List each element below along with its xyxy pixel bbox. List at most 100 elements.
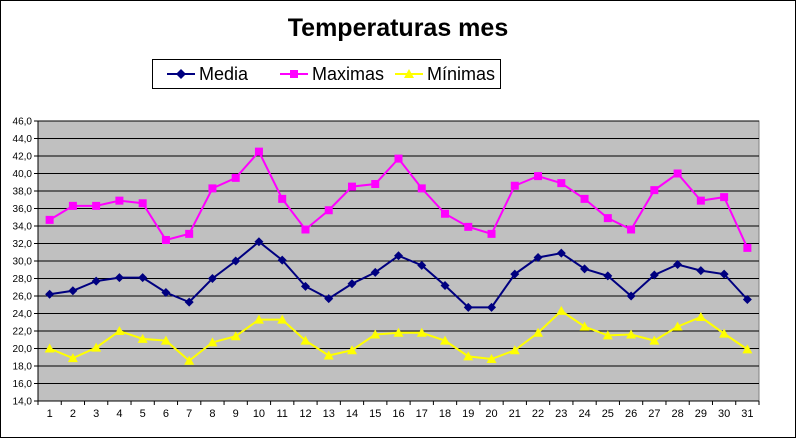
data-point-minimas [579,321,590,331]
data-point-media [626,291,636,301]
x-tick-label: 1 [47,408,53,420]
data-point-minimas [602,330,613,340]
data-point-maximas [394,154,403,163]
x-tick-label: 17 [416,408,428,420]
data-point-maximas [510,181,519,190]
y-tick-label: 22,0 [13,327,33,338]
legend-item-maximas: Maximas [278,60,384,88]
data-point-media [603,271,613,281]
data-point-maximas [45,215,54,224]
x-tick-label: 27 [648,408,660,420]
x-tick-label: 14 [346,408,358,420]
data-point-media [394,251,403,261]
data-point-minimas [416,327,427,337]
data-point-media [300,281,310,291]
x-tick-label: 20 [485,408,497,420]
data-point-media [207,274,217,283]
x-tick-label: 26 [625,408,637,420]
data-point-media [487,302,497,312]
x-tick-label: 12 [299,408,311,420]
data-point-maximas [720,193,729,202]
data-point-maximas [627,225,636,234]
data-point-minimas [230,331,241,341]
data-point-maximas [115,196,124,205]
x-tick-label: 16 [392,408,404,420]
data-point-media [347,279,357,289]
data-point-maximas [208,184,217,193]
data-point-maximas [557,179,566,188]
data-point-minimas [533,327,544,337]
data-point-maximas [603,214,612,223]
data-point-media [324,294,334,304]
legend-item-media: Media [165,60,248,88]
x-tick-label: 4 [116,408,122,420]
legend-item-minimas: Mínimas [393,60,495,88]
data-point-maximas [464,222,473,231]
data-point-maximas [696,196,705,205]
data-point-maximas [650,186,659,195]
y-tick-label: 36,0 [13,204,33,215]
y-tick-label: 32,0 [13,239,33,250]
data-point-minimas [486,354,497,363]
data-point-media [277,255,287,265]
data-point-minimas [556,305,567,315]
data-point-minimas [440,335,451,345]
data-point-minimas [695,312,706,321]
data-point-minimas [184,355,195,365]
data-point-minimas [509,345,520,355]
data-point-maximas [580,194,589,203]
y-tick-label: 42,0 [13,152,33,163]
data-point-media [184,297,194,307]
y-tick-label: 28,0 [13,274,33,285]
data-point-minimas [626,329,637,339]
data-point-minimas [719,328,730,338]
data-point-minimas [207,337,218,347]
x-tick-label: 15 [369,408,381,420]
data-point-maximas [673,169,682,178]
data-point-maximas [68,201,77,210]
data-point-maximas [743,243,752,252]
data-point-media [463,302,473,312]
x-tick-label: 21 [509,408,521,420]
y-tick-label: 38,0 [13,187,33,198]
x-tick-label: 8 [209,408,215,420]
x-tick-label: 31 [741,408,753,420]
data-point-media [510,269,520,279]
x-tick-label: 30 [718,408,730,420]
legend: Media Maximas Mínimas [152,59,501,89]
x-tick-label: 6 [163,408,169,420]
data-point-media [114,273,124,283]
data-point-media [673,260,683,269]
data-point-media [649,270,659,280]
x-tick-label: 24 [578,408,590,420]
data-point-media [696,266,706,276]
data-point-minimas [300,335,311,345]
x-tick-label: 28 [671,408,683,420]
data-point-minimas [160,335,171,345]
data-point-media [417,260,427,270]
x-tick-label: 9 [233,408,239,420]
y-tick-label: 16,0 [13,379,33,390]
data-point-maximas [371,180,380,188]
data-point-minimas [346,345,357,355]
legend-label-maximas: Maximas [312,63,385,84]
data-point-maximas [278,194,287,203]
x-tick-label: 3 [93,408,99,420]
y-tick-label: 34,0 [13,222,33,233]
data-point-minimas [114,326,125,335]
x-tick-label: 23 [555,408,567,420]
x-tick-label: 2 [70,408,76,420]
data-point-minimas [463,351,474,361]
data-point-maximas [487,229,496,238]
data-point-minimas [277,314,288,324]
y-tick-label: 46,0 [13,117,33,128]
data-point-media [91,276,101,286]
data-point-minimas [742,344,753,354]
data-point-maximas [347,182,356,191]
y-tick-label: 44,0 [13,134,33,145]
data-point-minimas [672,321,683,331]
data-point-minimas [253,314,264,324]
data-point-minimas [649,335,660,345]
data-point-media [719,269,729,279]
data-point-maximas [534,172,543,181]
